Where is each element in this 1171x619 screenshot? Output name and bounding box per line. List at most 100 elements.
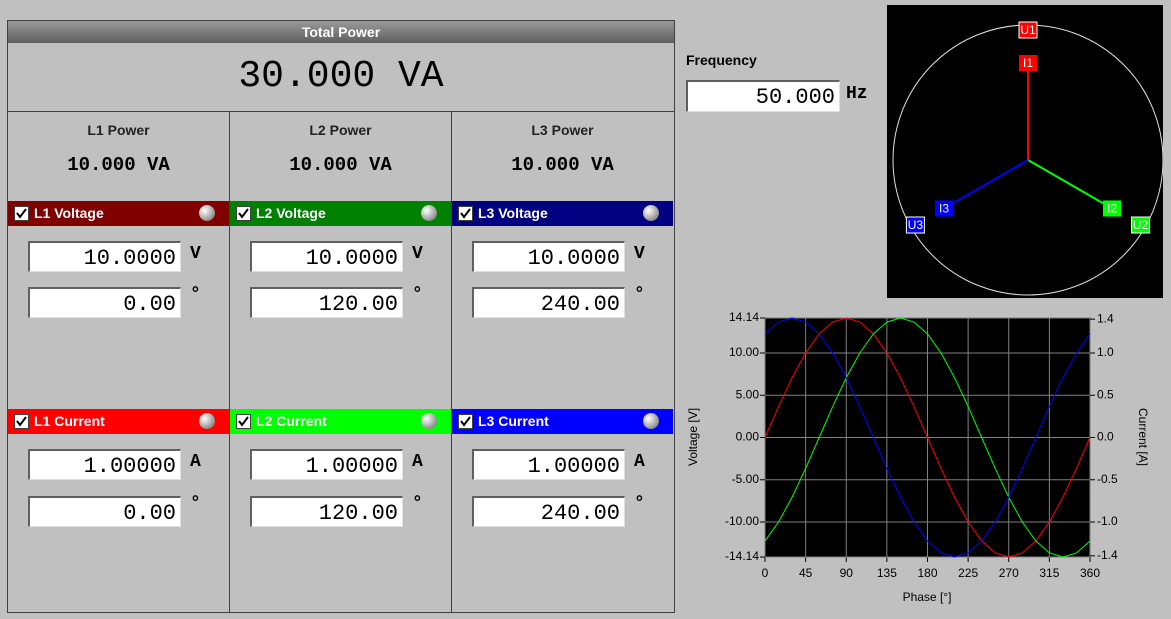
chart: Voltage [V] Current [A] Phase [°] 0 45 90 1… [686,310,1150,604]
phasor-label: U2 [1133,218,1149,232]
check-mark [460,416,471,427]
phase-column: L3 Power 10.000 VA L3 Voltage 10.0000 V 240.0… [452,112,673,612]
phasor-label-box [1131,216,1151,234]
check-mark [16,208,27,219]
current-label: L1 Current [34,413,105,429]
current-unit: A [412,452,423,472]
voltage-unit: V [412,244,423,264]
frequency-label: Frequency [686,52,757,68]
phasor-label: I3 [939,202,949,216]
current-phase[interactable]: 0.00 [28,496,181,527]
phasor-label: I1 [1023,56,1033,70]
voltage-phase-unit: ° [634,285,645,305]
voltage-header: L2 Voltage [230,201,451,226]
voltage-header: L1 Voltage [8,201,229,226]
checkbox[interactable] [236,206,251,221]
voltage-amplitude[interactable]: 10.0000 [472,241,625,272]
current-phase[interactable]: 240.00 [472,496,625,527]
y2-tick-label: 1.0 [1097,345,1114,359]
phasor-vector [943,159,1029,210]
phasor-label-box [1019,55,1037,71]
power-label: L2 Power [309,122,372,138]
power-label: L1 Power [87,122,150,138]
voltage-amplitude[interactable]: 10.0000 [250,241,403,272]
y2-tick-label: 0.5 [1097,387,1114,401]
phasor-label-box [1018,21,1038,39]
phasor-label: U1 [1020,23,1036,37]
y2-tick-label: -0.5 [1097,472,1118,486]
y2-axis-label: Current [A] [1136,408,1150,466]
current-phase-unit: ° [412,494,423,514]
x-tick-label: 360 [1080,566,1100,580]
voltage-phase[interactable]: 240.00 [472,287,625,318]
y2-tick-label: -1.0 [1097,514,1118,528]
voltage-phase[interactable]: 0.00 [28,287,181,318]
y-tick-label: 5.00 [736,387,760,401]
y2-tick-label: 0.0 [1097,430,1114,444]
phasor-label-box [934,200,953,217]
x-tick-label: 0 [762,566,769,580]
check-mark [16,416,27,427]
voltage-header: L3 Voltage [452,201,673,226]
y2-tick-label: 1.4 [1097,311,1114,325]
phasor-bg [887,5,1163,298]
current-phase-unit: ° [190,494,201,514]
x-tick-label: 270 [999,566,1019,580]
voltage-phase-unit: ° [412,285,423,305]
series-line [764,317,1091,558]
voltage-label: L2 Voltage [256,205,326,221]
current-amplitude[interactable]: 1.00000 [250,449,403,480]
status-led [421,205,437,221]
phasor-vector [1027,159,1113,210]
x-axis-label: Phase [°] [903,590,952,604]
status-led [421,413,437,429]
x-tick-label: 135 [877,566,897,580]
x-tick-label: 90 [840,566,854,580]
checkbox[interactable] [458,206,473,221]
current-phase[interactable]: 120.00 [250,496,403,527]
status-led [643,205,659,221]
y-tick-label: 0.00 [736,430,760,444]
x-tick-label: 45 [799,566,813,580]
check-mark [460,208,471,219]
voltage-amplitude[interactable]: 10.0000 [28,241,181,272]
status-led [643,413,659,429]
check-mark [238,416,249,427]
status-led [199,413,215,429]
y2-tick-label: -1.4 [1097,548,1118,562]
current-header: L2 Current [230,409,451,434]
current-header: L1 Current [8,409,229,434]
current-label: L3 Current [478,413,549,429]
current-header: L3 Current [452,409,673,434]
phasor-label-box [1103,200,1122,217]
checkbox[interactable] [236,414,251,429]
current-amplitude[interactable]: 1.00000 [28,449,181,480]
current-amplitude[interactable]: 1.00000 [472,449,625,480]
voltage-unit: V [634,244,645,264]
phasor-label-box [905,216,925,234]
power-label: L3 Power [531,122,594,138]
checkbox[interactable] [14,414,29,429]
x-tick-label: 225 [958,566,978,580]
y-tick-label: 14.14 [729,310,759,324]
series-line [764,317,1091,558]
status-led [199,205,215,221]
phasor-label: U3 [908,218,924,232]
phase-column: L2 Power 10.000 VA L2 Voltage 10.0000 V 120.0… [230,112,452,612]
check-mark [238,208,249,219]
current-unit: A [190,452,201,472]
frequency-input[interactable]: 50.000 [686,80,840,112]
frequency-unit: Hz [846,84,868,104]
checkbox[interactable] [458,414,473,429]
voltage-unit: V [190,244,201,264]
power-value: 10.000 VA [67,154,170,176]
power-value: 10.000 VA [511,154,614,176]
voltage-phase-unit: ° [190,285,201,305]
y-axis-label: Voltage [V] [686,408,700,466]
checkbox[interactable] [14,206,29,221]
y-tick-label: -10.00 [725,514,759,528]
y-tick-label: -5.00 [732,472,760,486]
phase-column: L1 Power 10.000 VA L1 Voltage 10.0000 V 0.00 °… [8,112,230,612]
voltage-phase[interactable]: 120.00 [250,287,403,318]
